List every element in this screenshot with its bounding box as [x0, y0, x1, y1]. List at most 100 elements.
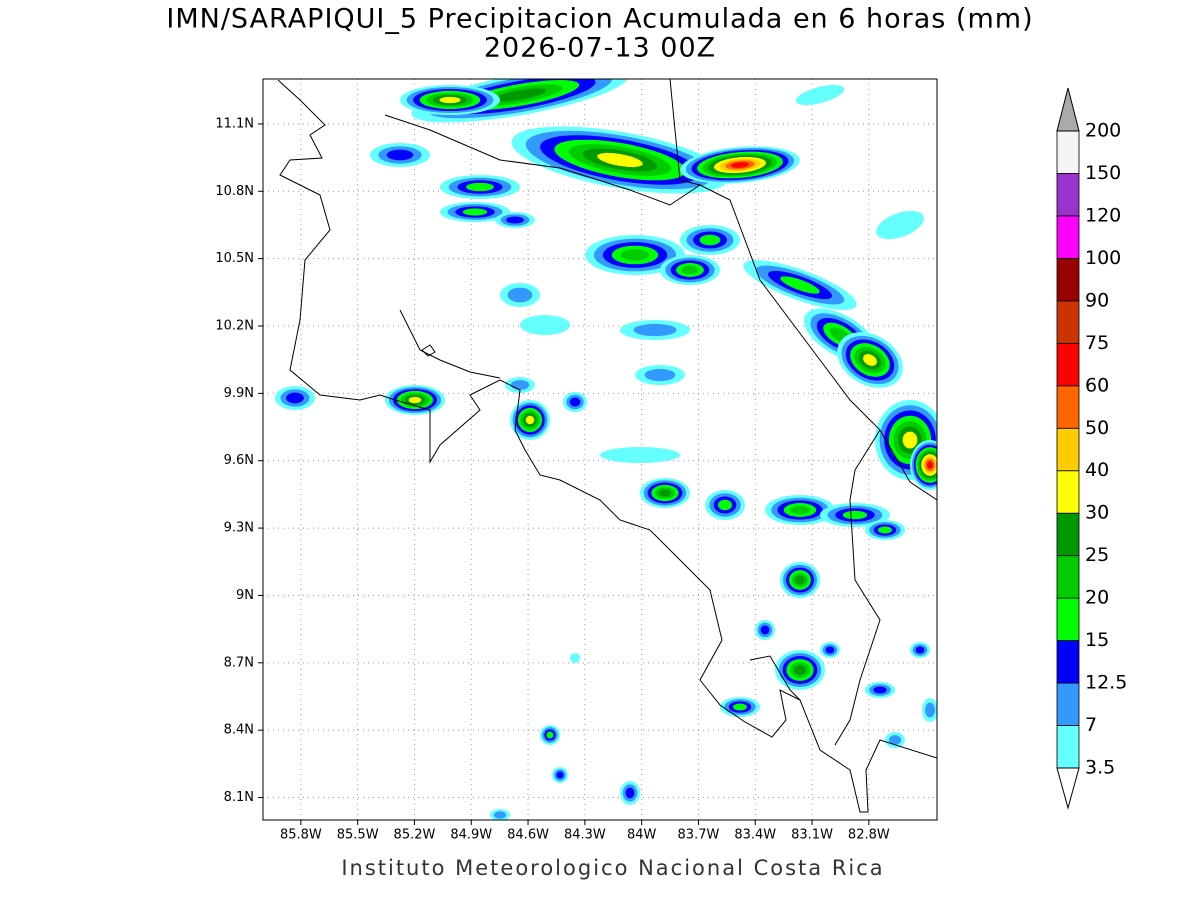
colorbar-segment: [1056, 173, 1080, 217]
precip-contour: [699, 234, 721, 246]
precip-contour: [795, 575, 805, 585]
colorbar-segment: [1056, 300, 1080, 344]
precip-contour: [876, 210, 924, 240]
colorbar-segment: [1056, 682, 1080, 726]
colorbar-label: 25: [1085, 544, 1109, 566]
x-tick-label: 85.5W: [337, 828, 379, 843]
colorbar-label: 3.5: [1085, 757, 1115, 779]
colorbar-label: 100: [1085, 247, 1121, 269]
nicoya-gulf: [399, 309, 501, 379]
colorbar-label: 7: [1085, 714, 1097, 736]
precip-contour: [493, 811, 507, 819]
plot-frame: [262, 78, 938, 821]
nicaragua-border: [384, 114, 701, 206]
map-subtitle: 2026-07-13 00Z: [484, 33, 716, 64]
y-tick-label: 9.6N: [224, 453, 254, 468]
x-tick-label: 82.8W: [848, 828, 890, 843]
precip-contour: [569, 397, 581, 407]
precip-contour: [733, 703, 747, 711]
precip-contour: [793, 665, 807, 675]
coastlines: [277, 79, 937, 813]
precip-contour: [878, 526, 892, 534]
precip-contour: [902, 431, 918, 449]
precip-contour: [286, 392, 304, 404]
precip-contour: [556, 771, 564, 779]
colorbar-label: 75: [1085, 332, 1109, 354]
colorbar-label: 200: [1085, 120, 1121, 142]
precip-contour: [730, 162, 750, 168]
precip-contour: [506, 216, 524, 224]
colorbar-segment: [1056, 725, 1080, 769]
precip-contour: [780, 276, 820, 294]
x-tick-label: 84.3W: [564, 828, 606, 843]
colorbar-label: 12.5: [1085, 672, 1127, 694]
colorbar-label: 90: [1085, 289, 1109, 311]
footer-credit: Instituto Meteorologico Nacional Costa R…: [341, 856, 884, 880]
precip-contour: [873, 686, 887, 694]
precip-contour: [625, 787, 635, 799]
axes: 85.8W 85.5W 85.2W 84.9W 84.6W 84.3W 84W 83.7W 83…: [215, 116, 890, 842]
colorbar-segment: [1056, 215, 1080, 259]
y-tick-label: 8.4N: [224, 723, 254, 738]
x-tick-label: 84.6W: [507, 828, 549, 843]
colorbar-segment: [1056, 342, 1080, 387]
precip-contour: [510, 380, 530, 390]
precip-contour: [493, 88, 547, 102]
x-tick-label: 84W: [627, 828, 657, 843]
precip-contour: [795, 84, 845, 106]
precip-contour: [863, 354, 877, 366]
precip-contour: [926, 461, 934, 469]
precip-contour: [915, 646, 925, 654]
precip-contour: [681, 265, 699, 275]
colorbar: 3.5 7 12.5 15 20 25 30 40 50 60 75 90 100 120 150 200: [1056, 87, 1127, 810]
precip-contour: [386, 149, 414, 161]
precip-contour: [790, 505, 810, 515]
x-tick-label: 85.2W: [394, 828, 436, 843]
y-tick-label: 9N: [236, 588, 254, 603]
y-tick-label: 10.5N: [215, 251, 254, 266]
precipitation-field: [275, 79, 937, 820]
precip-contour: [825, 646, 835, 654]
y-tick-label: 8.1N: [224, 790, 254, 805]
precip-contour: [658, 489, 672, 497]
coastline: [277, 79, 937, 813]
island: [421, 344, 436, 357]
precip-contour: [718, 499, 732, 511]
precip-contour: [925, 702, 935, 718]
precip-contour: [570, 653, 580, 663]
colorbar-segment: [1056, 130, 1080, 174]
colorbar-segment: [1056, 640, 1080, 684]
colorbar-label: 50: [1085, 417, 1109, 439]
precip-contour: [462, 208, 488, 216]
x-tick-label: 85.8W: [280, 828, 322, 843]
precip-contour: [439, 96, 461, 104]
y-tick-label: 9.9N: [224, 386, 254, 401]
precip-contour: [600, 447, 680, 463]
precip-contour: [620, 249, 650, 261]
colorbar-under: [1056, 767, 1080, 810]
map-title: IMN/SARAPIQUI_5 Precipitacion Acumulada …: [166, 4, 1033, 35]
colorbar-segment: [1056, 427, 1080, 472]
x-tick-label: 83.7W: [678, 828, 720, 843]
precip-contour: [408, 396, 422, 404]
colorbar-label: 150: [1085, 162, 1121, 184]
colorbar-label: 15: [1085, 629, 1109, 651]
colorbar-label: 60: [1085, 374, 1109, 396]
colorbar-segment: [1056, 555, 1080, 599]
precip-contour: [466, 182, 494, 192]
osa-bay: [749, 655, 801, 701]
panama-border: [834, 429, 881, 746]
precip-contour: [546, 731, 554, 739]
precip-contour: [633, 323, 677, 337]
precip-contour: [525, 415, 535, 425]
y-tick-label: 10.8N: [215, 184, 254, 199]
y-tick-label: 11.1N: [215, 116, 254, 131]
grid: [263, 79, 937, 820]
colorbar-label: 30: [1085, 502, 1109, 524]
x-tick-label: 83.4W: [734, 828, 776, 843]
precip-contour: [760, 625, 770, 635]
precip-contour: [888, 735, 902, 745]
precip-contour: [597, 152, 643, 168]
y-tick-label: 9.3N: [224, 521, 254, 536]
